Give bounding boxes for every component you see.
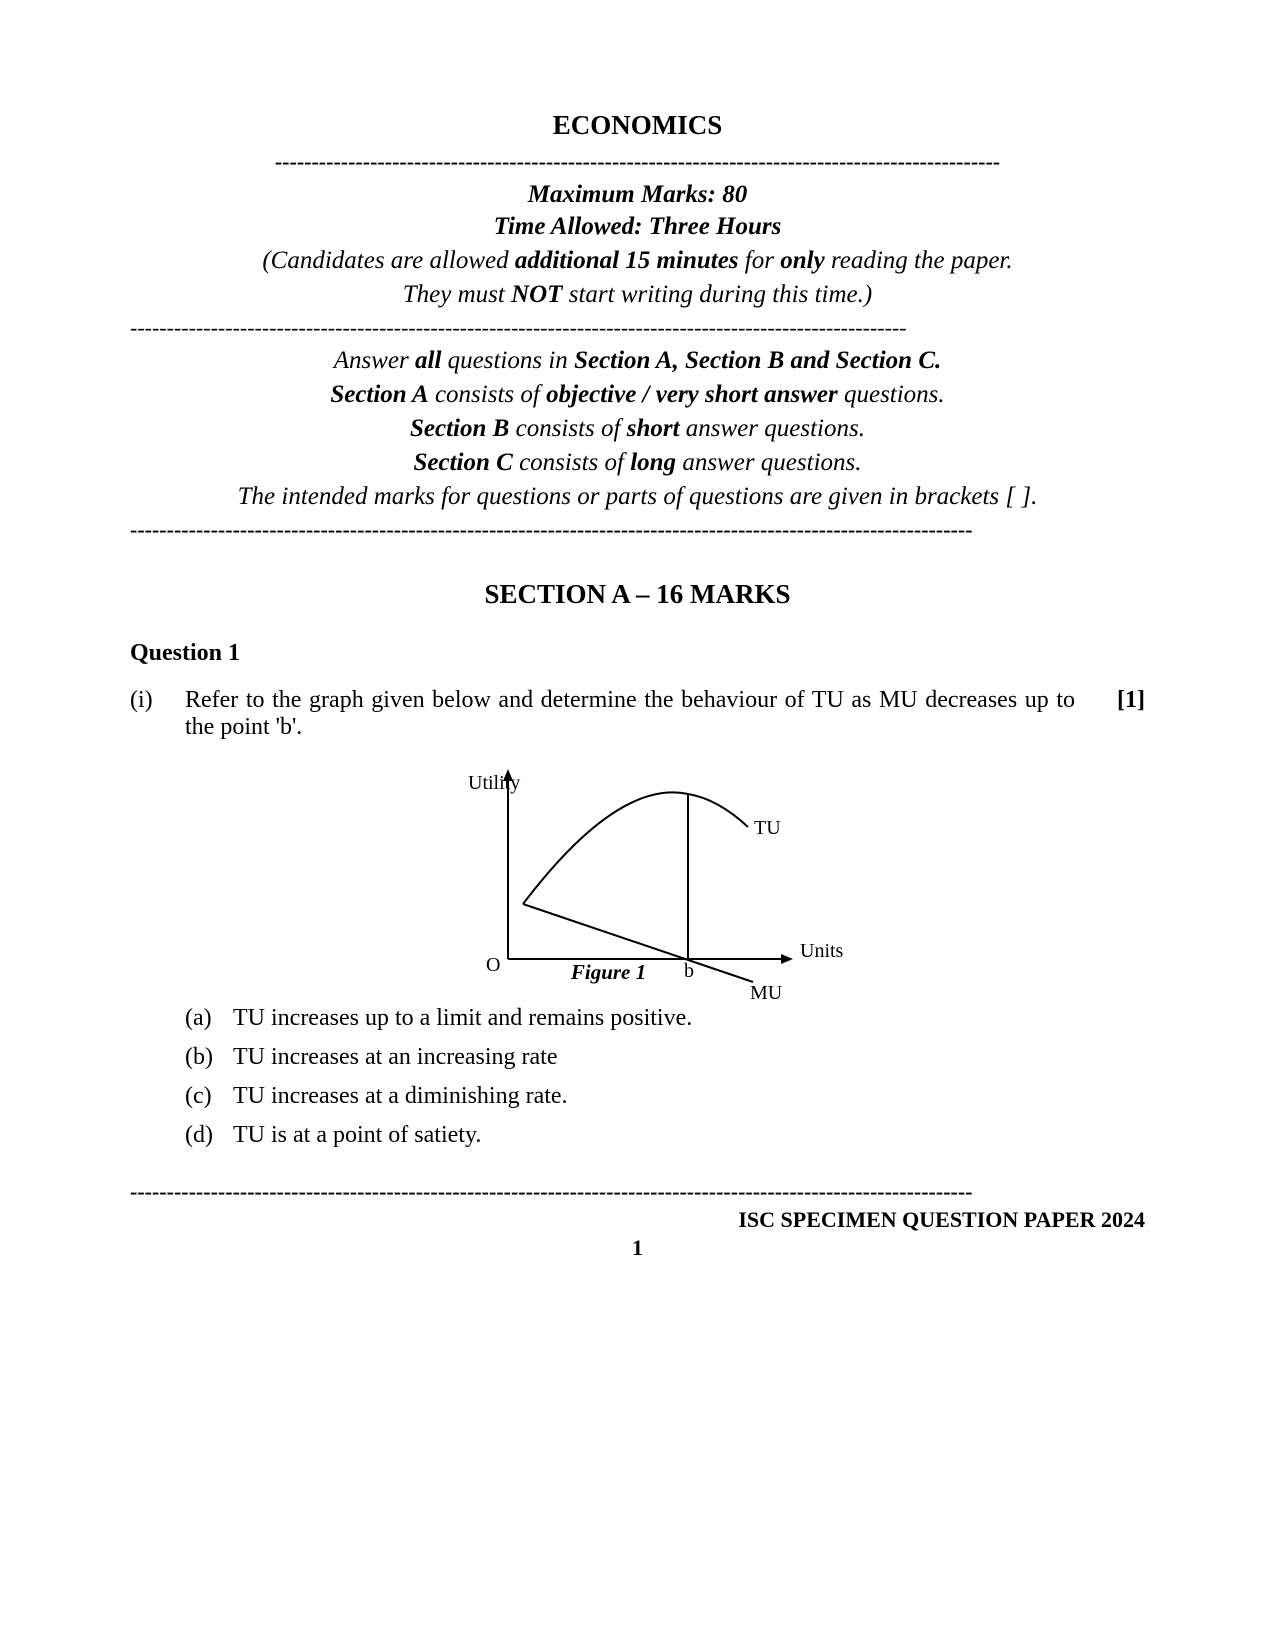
text-bold: Section B — [410, 415, 509, 442]
option-b: (b) TU increases at an increasing rate — [185, 1044, 1145, 1071]
instruction-line-1: Answer all questions in Section A, Secti… — [130, 347, 1145, 375]
text-bold: Section A — [330, 381, 428, 408]
text-bold: only — [780, 247, 824, 274]
tu-label: TU — [754, 817, 781, 839]
option-letter: (a) — [185, 1005, 233, 1032]
y-axis-label: Utility — [468, 772, 520, 794]
time-allowed: Time Allowed: Three Hours — [130, 213, 1145, 241]
option-letter: (b) — [185, 1044, 233, 1071]
divider: ----------------------------------------… — [253, 149, 1023, 175]
text-bold: NOT — [511, 281, 562, 308]
text: for — [739, 247, 781, 274]
reading-note-line-2: They must NOT start writing during this … — [130, 281, 1145, 309]
page-number: 1 — [130, 1235, 1145, 1261]
text: consists of — [513, 449, 630, 476]
divider: ----------------------------------------… — [130, 1179, 1145, 1205]
footer: ----------------------------------------… — [130, 1179, 1145, 1261]
text: questions in — [441, 347, 574, 374]
option-text: TU is at a point of satiety. — [233, 1122, 481, 1149]
instruction-line-5: The intended marks for questions or part… — [130, 483, 1145, 511]
option-letter: (c) — [185, 1083, 233, 1110]
text: (Candidates are allowed — [262, 247, 515, 274]
figure-caption: Figure 1 — [72, 960, 1145, 985]
mu-label: MU — [750, 982, 783, 1004]
tu-curve — [523, 792, 748, 904]
text-bold: all — [415, 347, 441, 374]
text-bold: Section A, Section B and Section C. — [574, 347, 941, 374]
document-title: ECONOMICS — [130, 110, 1145, 141]
option-c: (c) TU increases at a diminishing rate. — [185, 1083, 1145, 1110]
options-list: (a) TU increases up to a limit and remai… — [185, 1005, 1145, 1149]
option-a: (a) TU increases up to a limit and remai… — [185, 1005, 1145, 1032]
text-bold: Section C — [414, 449, 513, 476]
text: reading the paper. — [825, 247, 1013, 274]
text: start writing during this time.) — [562, 281, 872, 308]
question-marks: [1] — [1095, 687, 1145, 741]
question-label: Question 1 — [130, 640, 1145, 667]
option-d: (d) TU is at a point of satiety. — [185, 1122, 1145, 1149]
x-axis-label: Units — [800, 940, 844, 962]
divider: ----------------------------------------… — [130, 517, 1145, 543]
text: consists of — [429, 381, 546, 408]
text: answer questions. — [676, 449, 861, 476]
part-number: (i) — [130, 687, 185, 741]
text: consists of — [509, 415, 626, 442]
option-text: TU increases at an increasing rate — [233, 1044, 558, 1071]
text: answer questions. — [680, 415, 865, 442]
option-text: TU increases up to a limit and remains p… — [233, 1005, 692, 1032]
text: Answer — [334, 347, 415, 374]
question-part-i: (i) Refer to the graph given below and d… — [130, 687, 1145, 741]
page: ECONOMICS ------------------------------… — [0, 0, 1275, 1321]
instruction-line-3: Section B consists of short answer quest… — [130, 415, 1145, 443]
option-text: TU increases at a diminishing rate. — [233, 1083, 568, 1110]
text-bold: long — [630, 449, 676, 476]
instruction-line-2: Section A consists of objective / very s… — [130, 381, 1145, 409]
text-bold: short — [627, 415, 680, 442]
question-text: Refer to the graph given below and deter… — [185, 687, 1095, 741]
origin-label: O — [486, 954, 500, 976]
instruction-line-4: Section C consists of long answer questi… — [130, 449, 1145, 477]
max-marks: Maximum Marks: 80 — [130, 181, 1145, 209]
text: questions. — [838, 381, 945, 408]
text-bold: additional 15 minutes — [515, 247, 739, 274]
text-bold: objective / very short answer — [546, 381, 838, 408]
footer-label: ISC SPECIMEN QUESTION PAPER 2024 — [130, 1207, 1145, 1233]
section-heading: SECTION A – 16 MARKS — [130, 579, 1145, 610]
option-letter: (d) — [185, 1122, 233, 1149]
reading-note-line-1: (Candidates are allowed additional 15 mi… — [130, 247, 1145, 275]
figure-1: Utility Units O b TU MU Figure 1 — [130, 759, 1145, 985]
text: They must — [403, 281, 511, 308]
point-b-label: b — [684, 960, 694, 982]
divider: ----------------------------------------… — [130, 315, 1145, 341]
